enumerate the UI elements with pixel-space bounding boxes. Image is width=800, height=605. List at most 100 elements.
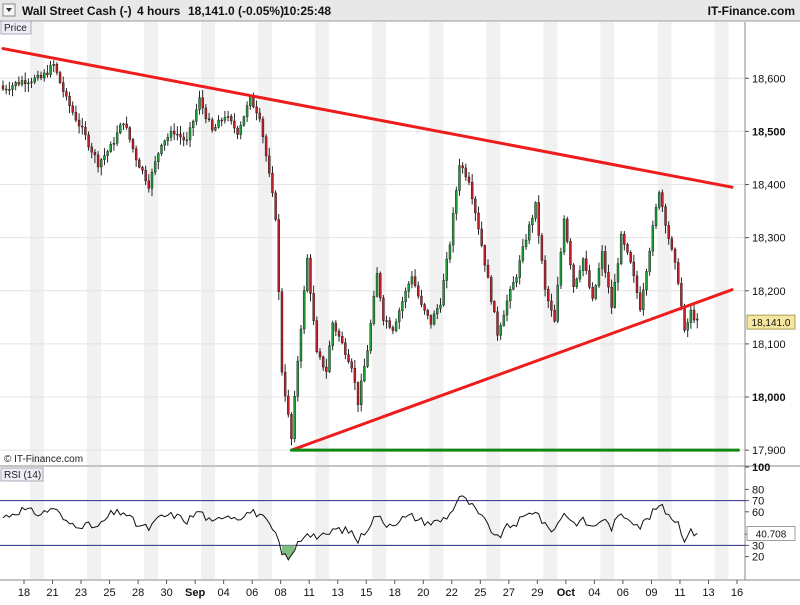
candle-body — [537, 202, 540, 236]
candle-body — [581, 258, 585, 271]
candle — [382, 295, 385, 326]
candle — [404, 287, 407, 309]
candle — [426, 308, 429, 320]
candle — [493, 300, 496, 314]
candle — [160, 143, 163, 157]
rsi-panel-tab[interactable] — [0, 467, 44, 482]
candle — [667, 221, 670, 245]
candle-body — [1, 85, 5, 90]
candle — [226, 110, 230, 122]
candle-body — [509, 289, 512, 302]
candle — [505, 294, 509, 322]
candle-body — [36, 74, 40, 79]
date-tick-label: 30 — [160, 587, 172, 599]
price-tick-label: 18,300 — [752, 233, 786, 245]
candle-body — [638, 292, 642, 310]
candle — [163, 139, 166, 151]
date-tick-label: 29 — [531, 587, 543, 599]
candle-body — [619, 233, 623, 264]
candle — [429, 314, 433, 329]
candle-body — [258, 112, 261, 120]
candle-body — [204, 107, 208, 120]
candle — [515, 274, 518, 288]
candle-body — [670, 238, 674, 250]
timeframe[interactable]: 4 hours — [137, 4, 181, 18]
candle — [360, 373, 363, 412]
candle — [207, 112, 211, 123]
candle — [689, 303, 693, 329]
candle-body — [692, 309, 696, 321]
weekday-band — [486, 467, 501, 579]
weekday-band — [30, 467, 44, 579]
date-tick-label: 18 — [18, 587, 30, 599]
candle — [68, 91, 71, 114]
weekday-bands — [30, 22, 729, 579]
candle-body — [534, 202, 537, 219]
candle-body — [458, 165, 461, 191]
candle-body — [245, 105, 249, 117]
candle — [436, 304, 439, 320]
candle — [407, 281, 410, 299]
candle-body — [489, 277, 493, 302]
candle-body — [505, 300, 509, 316]
candle-body — [43, 72, 46, 79]
candle-body — [382, 297, 385, 321]
candle — [531, 214, 534, 233]
date-tick-label: 23 — [75, 587, 87, 599]
candle-body — [661, 192, 664, 207]
candle — [1, 80, 5, 91]
candle-body — [128, 127, 132, 140]
rsi-tick-label: 30 — [752, 540, 764, 552]
candle-body — [689, 309, 693, 323]
candle — [677, 258, 680, 286]
candle-body — [540, 235, 544, 261]
candle-body — [103, 155, 106, 160]
candle-body — [58, 72, 62, 83]
candle — [638, 286, 642, 312]
candle — [122, 122, 125, 131]
weekday-band — [429, 467, 444, 579]
candle — [334, 320, 338, 337]
candle — [528, 221, 531, 245]
candle-body — [696, 318, 699, 321]
date-tick-label: 11 — [303, 587, 314, 599]
candle — [581, 257, 585, 277]
candle — [191, 119, 195, 137]
candle — [670, 236, 674, 252]
candle-body — [642, 289, 645, 310]
candle — [211, 117, 214, 133]
candle-body — [401, 301, 404, 312]
candle — [524, 233, 528, 250]
candle — [109, 141, 112, 153]
candle-body — [600, 251, 604, 269]
candle — [36, 70, 40, 81]
candle — [502, 310, 506, 327]
candle-body — [623, 233, 626, 245]
candle-body — [426, 310, 429, 316]
candle — [55, 62, 59, 76]
candle — [147, 174, 151, 193]
candle — [239, 121, 242, 140]
price-panel-tab[interactable] — [0, 20, 32, 35]
header-collapse-icon[interactable] — [2, 3, 16, 17]
date-tick-label: 28 — [132, 587, 144, 599]
candle — [204, 104, 208, 124]
candle — [372, 290, 376, 326]
candle — [112, 136, 116, 151]
date-tick-label: 13 — [702, 587, 714, 599]
candle-body — [585, 258, 588, 271]
candle-body — [385, 320, 388, 322]
price-tick-label: 18,400 — [752, 180, 786, 192]
candle-body — [632, 261, 636, 277]
candle — [287, 389, 290, 418]
rsi-panel-label: RSI (14) — [4, 470, 41, 481]
candle-body — [182, 136, 185, 141]
candle-body — [268, 155, 271, 174]
date-tick-label: 27 — [503, 587, 515, 599]
candle-body — [49, 65, 52, 75]
candle — [350, 358, 353, 373]
candle-body — [547, 289, 550, 302]
candle-body — [150, 171, 154, 189]
candle-body — [185, 139, 189, 142]
candle-body — [17, 82, 21, 85]
